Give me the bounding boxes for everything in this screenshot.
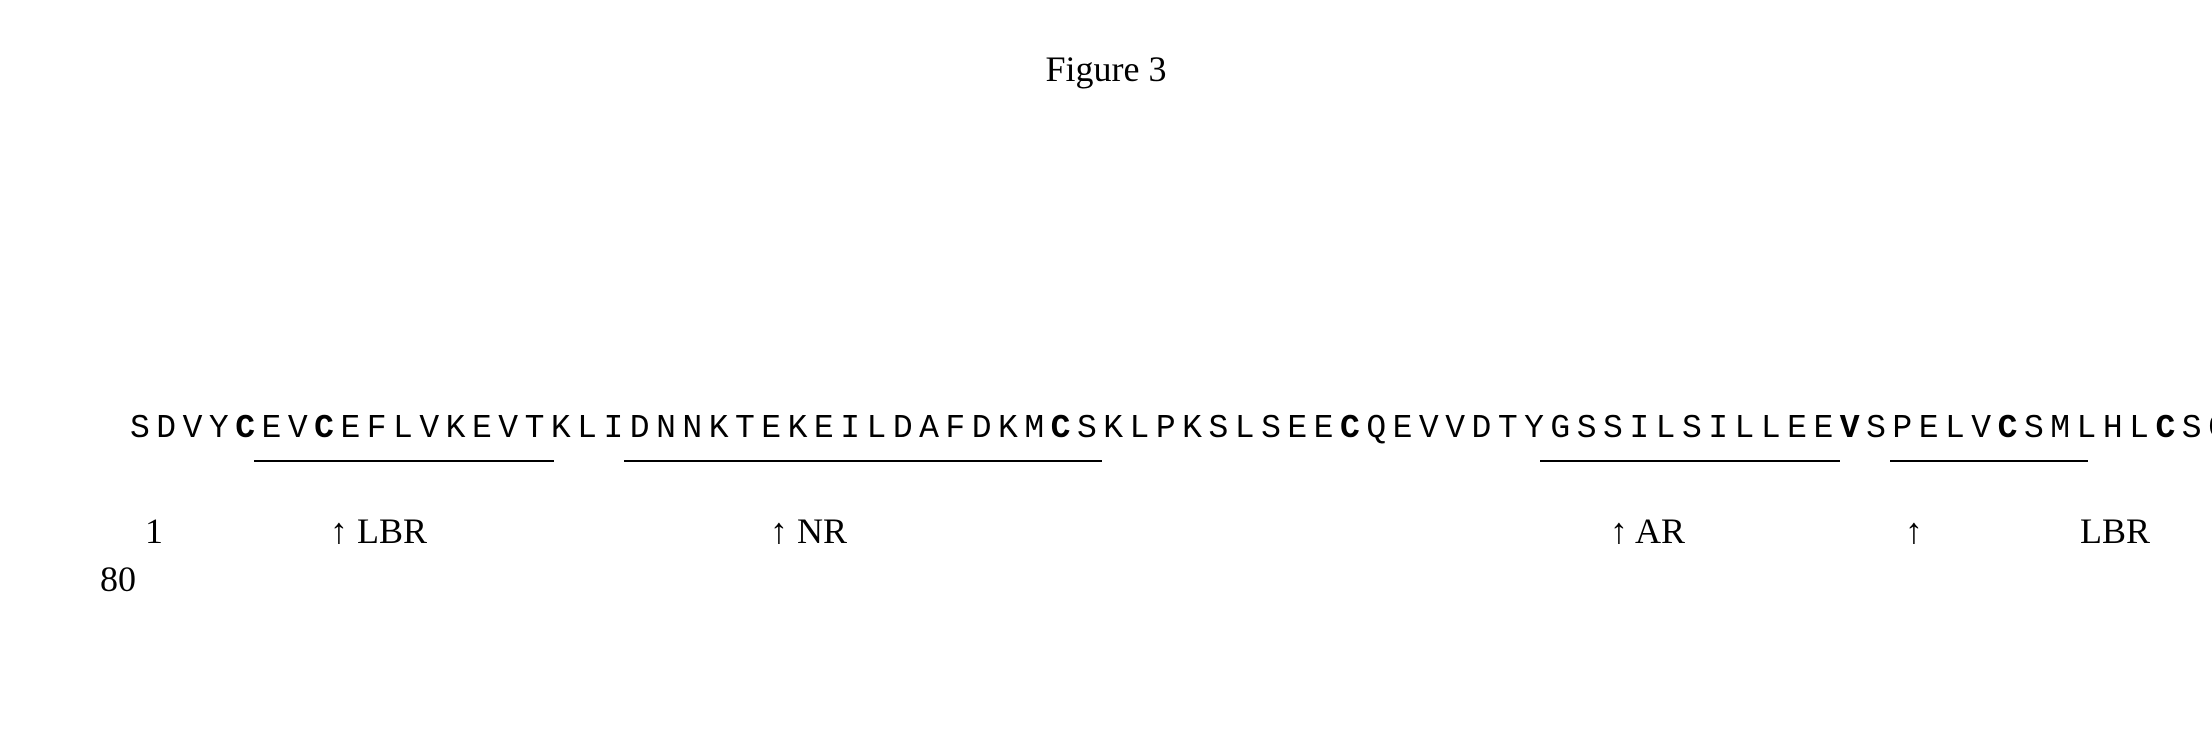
seq-part-bold: C (235, 410, 261, 447)
annotation-label: LBR (2080, 511, 2150, 551)
annotation-lbr1: ↑ LBR (330, 510, 427, 552)
annotation-arrow-4: ↑ (1905, 510, 1923, 552)
region-underline-lbr1 (254, 460, 554, 462)
seq-part: EV (262, 410, 315, 447)
protein-sequence: SDVYCEVCEFLVKEVTKLIDNNKTEKEILDAFDKMCSKLP… (130, 410, 2212, 447)
arrow-up-icon: ↑ (1610, 510, 1628, 552)
seq-part-bold: C (1998, 410, 2024, 447)
sequence-container: SDVYCEVCEFLVKEVTKLIDNNKTEKEILDAFDKMCSKLP… (130, 410, 2212, 447)
seq-part-bold: C (2155, 410, 2181, 447)
seq-part-bold: C (314, 410, 340, 447)
annotation-lbr2: LBR (2080, 510, 2150, 552)
arrow-up-icon: ↑ (1905, 510, 1923, 552)
seq-part: QEVVDTYGSSILSILLEE (1366, 410, 1839, 447)
annotation-label: NR (797, 511, 847, 551)
seq-part: SG (2182, 410, 2212, 447)
region-underline-lbr2 (1890, 460, 2088, 462)
region-underline-ar (1540, 460, 1840, 462)
annotation-ar: ↑ AR (1610, 510, 1685, 552)
annotation-label: AR (1635, 511, 1685, 551)
position-start: 1 (145, 510, 163, 552)
arrow-up-icon: ↑ (770, 510, 788, 552)
seq-part: EFLVKEVTKLIDNNKTEKEILDAFDKM (340, 410, 1050, 447)
seq-part: SMLHL (2024, 410, 2156, 447)
seq-part-bold: C (1340, 410, 1366, 447)
annotation-label: LBR (357, 511, 427, 551)
position-end: 80 (100, 558, 136, 600)
region-underline-nr (624, 460, 1102, 462)
seq-part: SPELV (1866, 410, 1998, 447)
annotation-nr: ↑ NR (770, 510, 847, 552)
seq-part-bold: C (1051, 410, 1077, 447)
figure-title: Figure 3 (1046, 48, 1167, 90)
seq-part-bold: V (1840, 410, 1866, 447)
seq-part: SKLPKSLSEE (1077, 410, 1340, 447)
seq-part: SDVY (130, 410, 235, 447)
arrow-up-icon: ↑ (330, 510, 348, 552)
